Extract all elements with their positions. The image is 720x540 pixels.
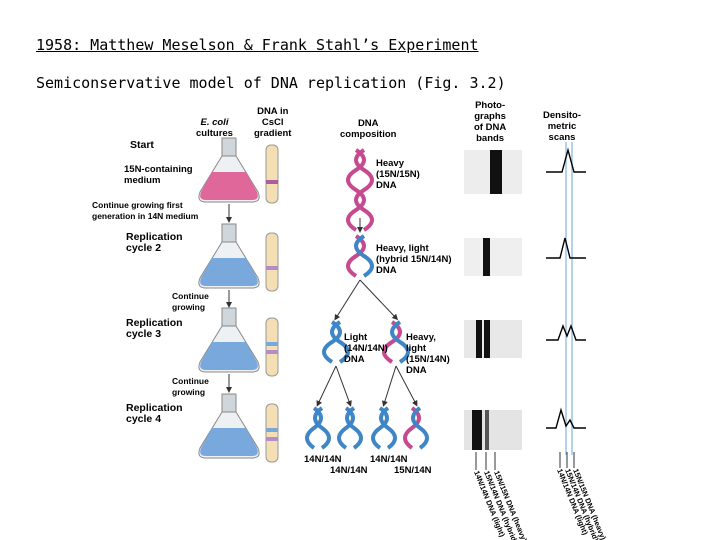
dna-helix-g4-4 [403, 406, 429, 450]
header-ecoli-line2: cultures [196, 128, 233, 139]
step-replication-3-line2: cycle 3 [126, 328, 162, 340]
step-replication-4-line1: Replication [126, 402, 183, 414]
cscl-tube-start [265, 144, 279, 204]
header-photo-line1: Photo- [475, 100, 506, 111]
header-dens-line2: metric [547, 121, 577, 132]
header-cscl-line1: DNA in [257, 106, 289, 117]
header-cscl-line3: gradient [254, 128, 292, 139]
header-ecoli-line1: E. coli [200, 117, 229, 128]
dna-helix-hybrid [346, 234, 374, 278]
cscl-tube-cycle-3 [265, 317, 279, 377]
label-heavy-line3: DNA [376, 180, 397, 191]
label-hl-line3: (15N/14N) [406, 354, 450, 365]
scan-axis-ticks [559, 452, 575, 468]
label-hl-line1: Heavy, [406, 332, 436, 343]
label-hl-line2: light [406, 343, 427, 354]
cscl-tube-cycle-2 [265, 232, 279, 292]
scan-trace-start [546, 147, 586, 173]
scan-trace-cycle-2 [546, 237, 586, 259]
header-dna-line1: DNA [357, 118, 379, 129]
header-photo-line4: bands [476, 133, 505, 144]
flask-cycle-2 [198, 223, 260, 289]
slide-title: 1958: Matthew Meselson & Frank Stahl’s E… [36, 36, 479, 54]
header-cscl-line2: CsCl [261, 117, 284, 128]
step-start: Start [130, 139, 154, 151]
label-heavy-line1: Heavy [376, 158, 404, 169]
band-photo-start [464, 150, 522, 194]
step-medium-line1: 15N-containing [124, 164, 193, 175]
scan-trace-cycle-4 [546, 407, 586, 429]
cscl-tube-cycle-4 [265, 403, 279, 463]
label-light-line1: Light [344, 332, 368, 343]
band-axis-ticks [475, 452, 496, 470]
dna-helix-g4-1 [305, 406, 331, 450]
label-hybrid-dna: Heavy, light (hybrid 15N/14N) DNA [376, 243, 452, 276]
step-continue-3: Continue growing [172, 376, 209, 398]
step-continue-3-line1: Continue [172, 376, 209, 386]
scan-reference-lines [565, 142, 573, 455]
step-continue-first-line2: generation in 14N medium [92, 211, 199, 221]
header-cscl: DNA in CsCl gradient [254, 106, 291, 139]
scan-trace-cycle-3 [546, 324, 586, 341]
slide-subtitle: Semiconservative model of DNA replicatio… [36, 74, 506, 92]
flask-start [198, 137, 260, 203]
header-dens-line1: Densito- [543, 110, 581, 121]
label-heavy-light-dna: Heavy, light (15N/14N) DNA [406, 332, 450, 376]
step-replication-3-line1: Replication [126, 317, 183, 329]
step-continue-2-line2: growing [172, 302, 206, 312]
step-replication-2: Replication cycle 2 [126, 232, 183, 254]
flask-cycle-4 [198, 393, 260, 459]
step-continue-first-line1: Continue growing first [92, 200, 183, 210]
step-replication-2-line1: Replication [126, 231, 183, 243]
label-heavy-line2: (15N/15N) [376, 169, 420, 180]
step-medium-line2: medium [124, 175, 161, 186]
label-hybrid-line1: Heavy, light [376, 243, 429, 254]
step-replication-2-line2: cycle 2 [126, 242, 162, 254]
band-photo-cycle-3 [464, 320, 522, 358]
label-g4-4: 15N/14N [394, 465, 432, 476]
header-photo-line2: graphs [474, 111, 506, 122]
header-dna: DNA composition [340, 118, 396, 140]
step-replication-4: Replication cycle 4 [126, 403, 183, 425]
label-hl-line4: DNA [406, 365, 427, 376]
step-medium: 15N-containing medium [124, 164, 193, 186]
label-hybrid-line2: (hybrid 15N/14N) [376, 254, 452, 265]
step-continue-first: Continue growing first generation in 14N… [92, 200, 198, 222]
flask-cycle-3 [198, 307, 260, 373]
arrows [226, 204, 418, 407]
band-photo-cycle-2 [464, 238, 522, 276]
step-replication-4-line2: cycle 4 [126, 413, 162, 425]
dna-helix-g4-2 [337, 406, 363, 450]
step-continue-3-line2: growing [172, 387, 206, 397]
header-photo-line3: of DNA [474, 122, 507, 133]
step-continue-2: Continue growing [172, 291, 209, 313]
step-replication-3: Replication cycle 3 [126, 318, 183, 340]
dna-helix-light-cycle-3 [322, 320, 350, 364]
label-light-line3: DNA [344, 354, 365, 365]
label-light-line2: (14N/14N) [344, 343, 388, 354]
label-hybrid-line3: DNA [376, 265, 397, 276]
header-photographs: Photo- graphs of DNA bands [474, 100, 506, 144]
label-g4-1: 14N/14N [304, 454, 342, 465]
header-densitometric: Densito- metric scans [543, 110, 581, 143]
header-dna-line2: composition [340, 129, 397, 140]
dna-helix-heavy [346, 148, 374, 232]
header-dens-line3: scans [548, 132, 576, 143]
dna-helix-g4-3 [371, 406, 397, 450]
band-photo-cycle-4 [464, 410, 522, 450]
label-g4-2: 14N/14N [330, 465, 368, 476]
header-ecoli: E. coli cultures [196, 117, 233, 139]
label-g4-3: 14N/14N [370, 454, 408, 465]
label-heavy-dna: Heavy (15N/15N) DNA [376, 158, 420, 191]
label-light-dna: Light (14N/14N) DNA [344, 332, 388, 365]
dna-helix-hybrid-cycle-3 [382, 320, 410, 364]
step-continue-2-line1: Continue [172, 291, 209, 301]
